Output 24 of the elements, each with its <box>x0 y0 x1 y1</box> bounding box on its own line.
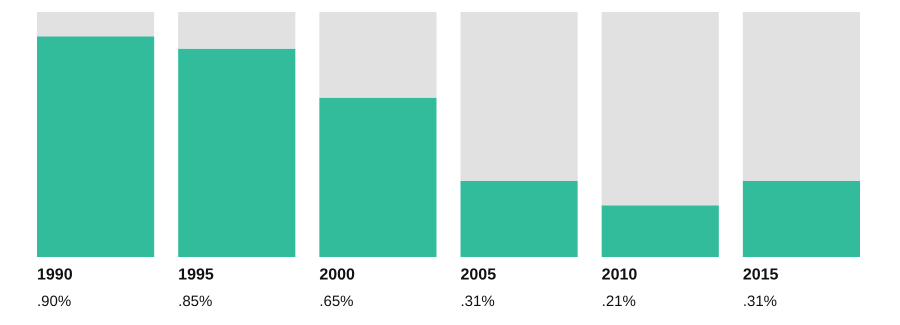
bar <box>742 181 860 257</box>
bar <box>37 12 154 36</box>
bar <box>742 12 860 182</box>
x-tick-label: 2015 <box>742 266 779 284</box>
x-tick-label: 1995 <box>178 266 214 284</box>
bar <box>602 12 719 206</box>
data-label: .31% <box>460 293 495 310</box>
data-label: .85% <box>178 293 212 310</box>
bar <box>602 206 719 257</box>
data-label: .90% <box>37 293 72 310</box>
x-tick-label: 2010 <box>602 266 638 284</box>
data-label: .65% <box>319 293 354 310</box>
bar <box>37 36 154 257</box>
x-tick-label: 1990 <box>37 266 73 284</box>
bar <box>460 12 578 182</box>
bar <box>178 12 296 49</box>
x-tick-label: 2000 <box>319 266 356 284</box>
data-label: .21% <box>602 293 636 310</box>
bar <box>319 12 436 98</box>
data-label: .31% <box>742 293 778 310</box>
bar <box>178 48 296 257</box>
x-tick-label: 2005 <box>460 266 496 284</box>
bar <box>319 98 436 257</box>
bar <box>460 181 578 257</box>
